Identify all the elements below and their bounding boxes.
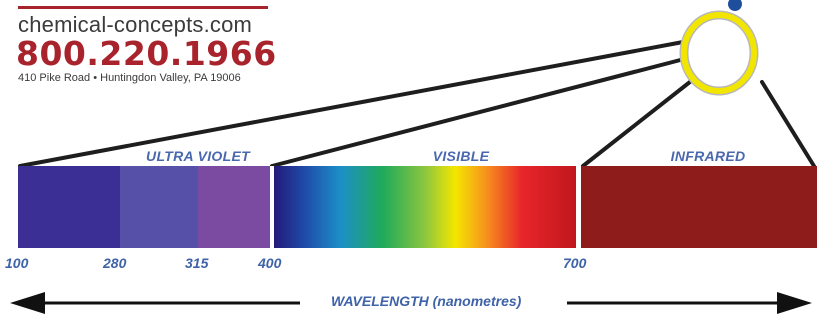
infrared-segment	[581, 166, 817, 248]
uv-a-segment	[198, 166, 270, 248]
projection-line-visible-end	[581, 76, 697, 168]
uv-b-segment	[120, 166, 198, 248]
wavelength-axis-label: WAVELENGTH (nanometres)	[331, 293, 522, 309]
website-text: chemical-concepts.com	[18, 12, 253, 37]
projection-line-visible-start	[270, 56, 690, 168]
label-visible: VISIBLE	[432, 148, 490, 164]
projection-line-uv	[18, 40, 685, 168]
company-header: chemical-concepts.com 800.220.1966 410 P…	[0, 0, 300, 90]
phone-number: 800.220.1966	[16, 34, 277, 73]
tick-400: 400	[258, 255, 282, 271]
projection-lines	[18, 40, 816, 168]
wavelength-arrows	[10, 292, 812, 314]
spectrum-band	[18, 166, 817, 248]
tick-700: 700	[563, 255, 587, 271]
visible-infrared-divider	[576, 166, 581, 248]
right-arrow-head-icon	[777, 292, 812, 314]
left-arrow-head-icon	[10, 292, 45, 314]
uv-visible-divider	[270, 166, 274, 248]
projection-line-infrared	[760, 80, 816, 168]
brand-accent-bar	[18, 6, 268, 9]
blue-dot-icon	[728, 0, 742, 11]
address-text: 410 Pike Road • Huntingdon Valley, PA 19…	[18, 72, 241, 84]
uv-c-segment	[18, 166, 120, 248]
sun-ring	[679, 10, 759, 96]
tick-280: 280	[103, 255, 127, 271]
tick-100: 100	[5, 255, 29, 271]
visible-segment	[274, 166, 576, 248]
label-ultra-violet: ULTRA VIOLET	[146, 148, 250, 164]
tick-315: 315	[185, 255, 209, 271]
label-infrared: INFRARED	[670, 148, 746, 164]
